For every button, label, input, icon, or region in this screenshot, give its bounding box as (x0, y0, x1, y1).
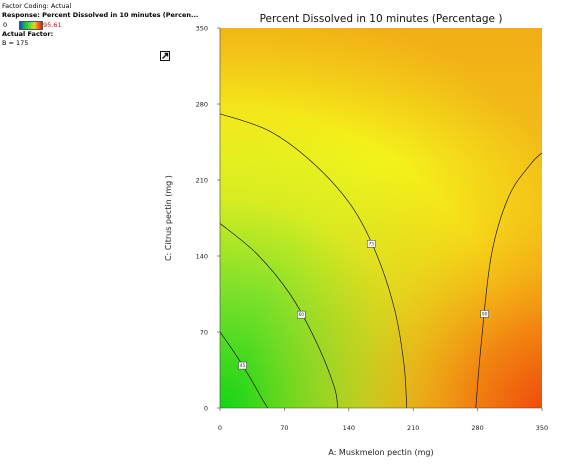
plot-shading-top (220, 28, 542, 408)
x-tick-label: 140 (343, 424, 355, 432)
y-axis-title: C: Citrus pectin (mg ) (164, 175, 173, 261)
chart-title: Percent Dissolved in 10 minutes (Percent… (260, 13, 503, 25)
contour-label-box (366, 240, 376, 248)
contour-label: 90 (482, 312, 488, 318)
actual-factor-heading: Actual Factor: (2, 30, 54, 38)
x-tick-label: 350 (536, 424, 548, 432)
color-scale-bar (19, 21, 43, 30)
response-label: Response: Percent Dissolved in 10 minute… (2, 11, 199, 19)
color-legend: 0 95.61 (2, 20, 162, 30)
contour-label-box (297, 310, 306, 319)
y-tick-label: 350 (196, 25, 208, 33)
x-tick-label: 0 (218, 424, 222, 432)
contour-label: 45 (240, 363, 246, 369)
contour-lines: 45 60 75 90 (219, 113, 543, 409)
legend-min-value: 0 (3, 21, 8, 29)
legend-max-value: 95.61 (43, 21, 62, 29)
plot-area: 45 60 75 90 (219, 28, 543, 409)
y-axis-ticks: 0 70 140 210 280 350 (196, 25, 220, 413)
factor-coding-label: Factor Coding: Actual (2, 2, 72, 10)
actual-factor-value: B = 175 (2, 39, 29, 47)
x-axis-ticks: 0 70 140 210 280 350 (218, 408, 548, 432)
contour-line-75 (219, 113, 408, 409)
y-tick-label: 70 (200, 329, 208, 337)
x-axis-title: A: Muskmelon pectin (mg) (328, 448, 433, 457)
contour-line-90 (475, 152, 543, 409)
contour-label: 75 (368, 241, 374, 247)
y-tick-label: 140 (196, 253, 208, 261)
legend-panel: Factor Coding: Actual Response: Percent … (2, 2, 199, 48)
y-tick-label: 210 (196, 177, 208, 185)
contour-label-box (238, 361, 247, 370)
export-icon[interactable] (160, 51, 170, 61)
y-tick-label: 280 (196, 101, 208, 109)
contour-label: 60 (298, 312, 304, 318)
y-tick-label: 0 (204, 405, 208, 413)
contour-label-box (480, 310, 489, 318)
x-tick-label: 70 (280, 424, 288, 432)
contour-line-45 (219, 331, 269, 409)
x-tick-label: 210 (407, 424, 419, 432)
x-tick-label: 280 (471, 424, 483, 432)
